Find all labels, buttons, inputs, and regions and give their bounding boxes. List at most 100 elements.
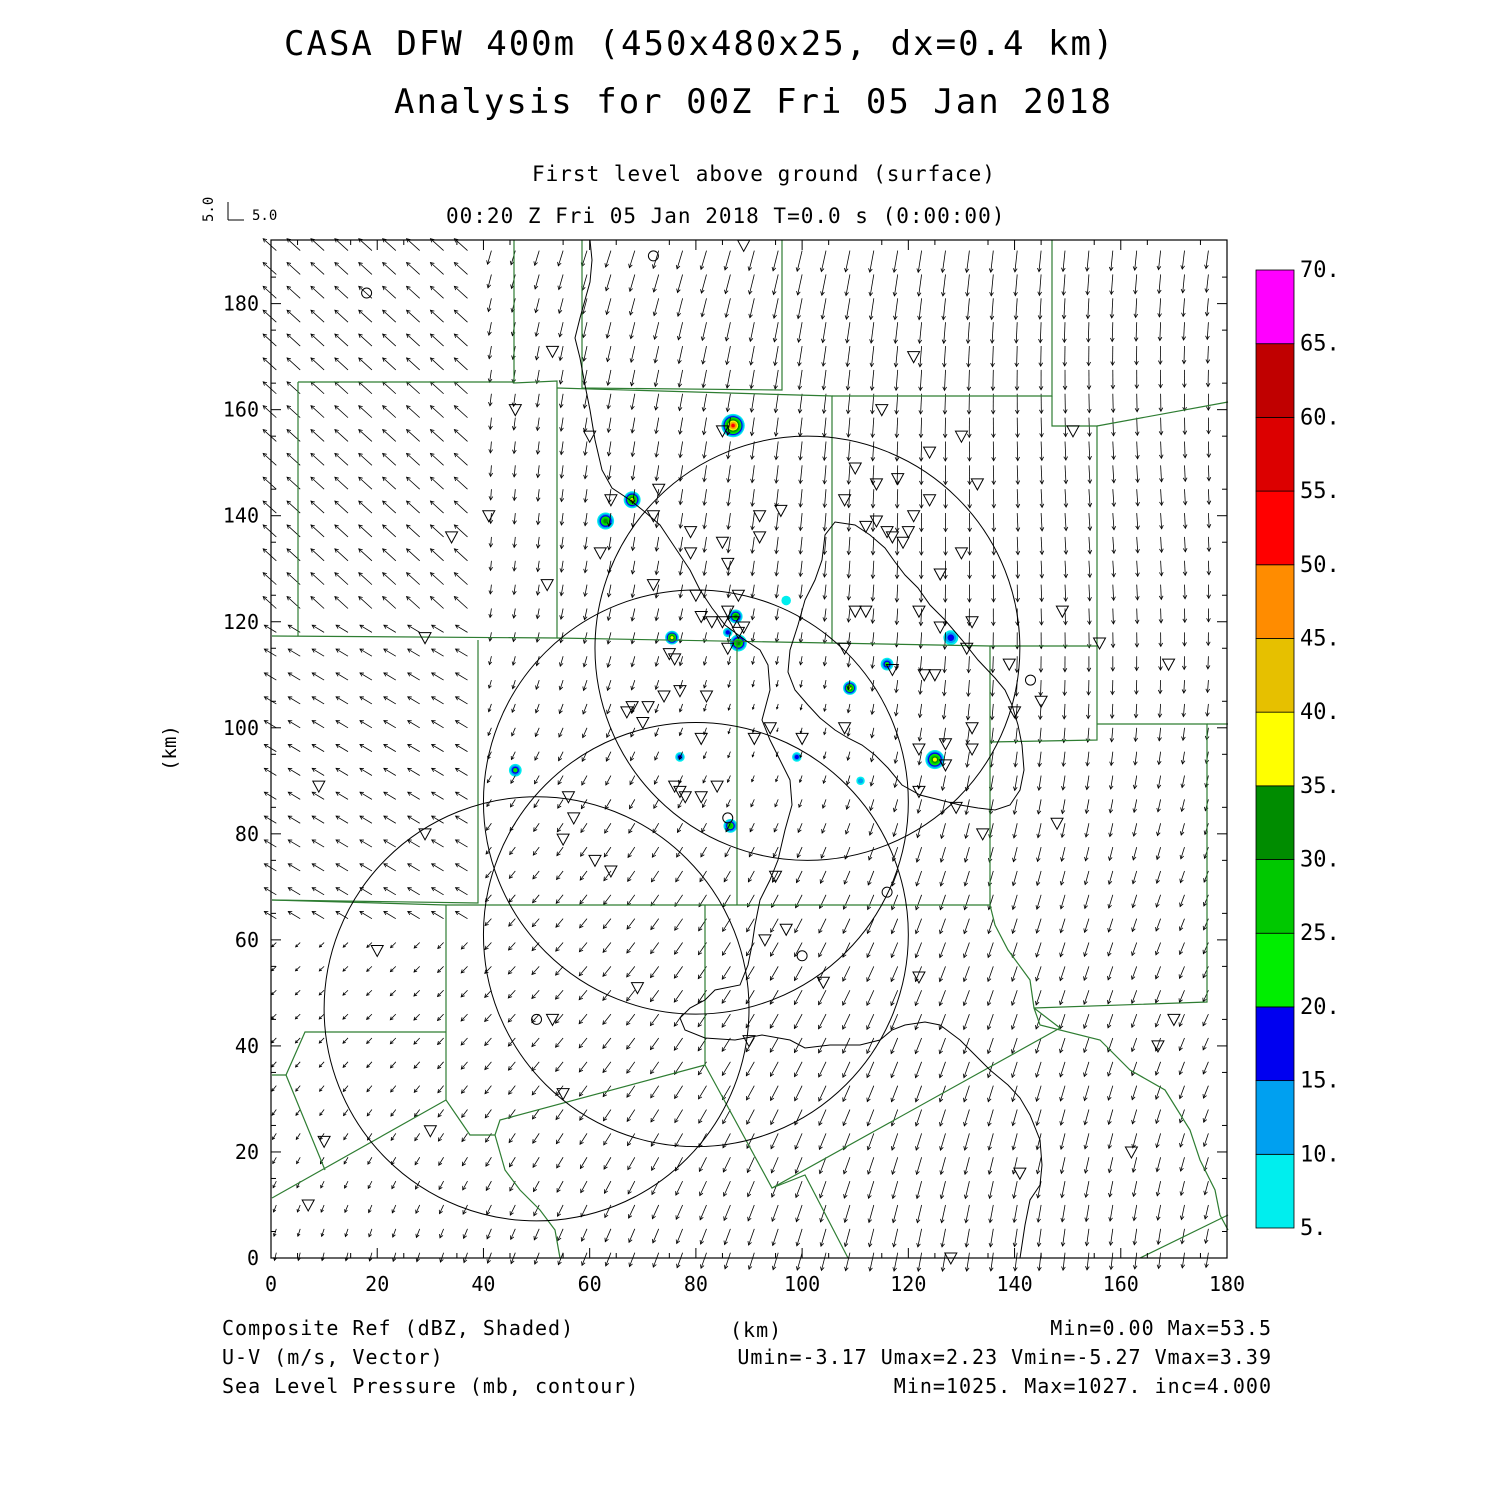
wind-vector xyxy=(725,393,731,413)
vector-shaft xyxy=(318,989,325,996)
vector-shaft xyxy=(797,846,803,858)
vector-head xyxy=(342,1088,347,1093)
vector-shaft xyxy=(1158,751,1162,765)
wind-vector xyxy=(891,1157,899,1176)
vector-head xyxy=(1111,479,1116,484)
vector-head xyxy=(286,548,292,553)
vector-head xyxy=(866,1025,871,1031)
vector-shaft xyxy=(629,274,636,292)
vector-head xyxy=(988,268,994,273)
wind-vector xyxy=(559,608,564,620)
wind-vector xyxy=(844,274,851,297)
vector-head xyxy=(868,315,874,321)
vector-head xyxy=(746,1192,752,1198)
vector-shaft xyxy=(700,1252,707,1269)
vector-head xyxy=(359,648,364,653)
vector-shaft xyxy=(604,799,612,810)
wind-vector xyxy=(943,489,948,509)
wind-vector xyxy=(310,285,325,299)
wind-vector xyxy=(1087,465,1093,485)
vector-shaft xyxy=(990,775,994,791)
vector-shaft xyxy=(485,1180,492,1191)
wind-vector xyxy=(581,727,588,739)
vector-head xyxy=(965,715,971,721)
wind-vector xyxy=(405,309,420,323)
wind-vector xyxy=(867,870,875,886)
vector-head xyxy=(318,1040,323,1044)
vector-shaft xyxy=(488,345,492,359)
vector-shaft xyxy=(358,333,373,347)
vector-shaft xyxy=(917,799,922,814)
vector-shaft xyxy=(579,870,588,881)
wind-vector xyxy=(532,846,540,856)
wind-vector xyxy=(413,1013,420,1021)
vector-head xyxy=(917,713,923,719)
wind-vector xyxy=(750,560,755,577)
vector-head xyxy=(359,744,364,749)
vector-head xyxy=(1015,456,1020,462)
vector-shaft xyxy=(383,863,397,872)
wind-vector xyxy=(1086,680,1091,696)
vector-shaft xyxy=(966,727,970,744)
vector-head xyxy=(484,1065,489,1071)
wind-vector xyxy=(987,942,994,959)
vector-head xyxy=(454,672,460,677)
vector-shaft xyxy=(455,648,468,657)
vector-head xyxy=(535,520,541,526)
wind-vector xyxy=(1011,1157,1018,1175)
vector-shaft xyxy=(650,1109,660,1123)
wind-vector xyxy=(484,1109,492,1119)
vector-head xyxy=(914,1025,919,1031)
wind-vector xyxy=(1059,1157,1066,1175)
vector-shaft xyxy=(844,1204,851,1223)
vector-head xyxy=(892,832,897,838)
wind-vector xyxy=(391,1228,397,1238)
vector-head xyxy=(439,1233,444,1239)
vector-shaft xyxy=(391,1157,397,1165)
vector-head xyxy=(484,993,489,999)
vector-shaft xyxy=(964,1157,970,1175)
wind-vector xyxy=(649,1037,660,1051)
vector-shaft xyxy=(489,417,492,430)
vector-head xyxy=(1130,999,1136,1005)
vector-head xyxy=(702,548,707,553)
vector-head xyxy=(453,595,459,601)
vector-shaft xyxy=(406,238,420,251)
wind-vector xyxy=(917,703,923,719)
vector-shaft xyxy=(1062,751,1066,767)
vector-shaft xyxy=(273,1228,277,1237)
vector-shaft xyxy=(700,846,707,858)
vector-shaft xyxy=(963,990,970,1006)
vector-shaft xyxy=(560,608,564,620)
wind-vector xyxy=(822,417,827,438)
wind-vector xyxy=(962,966,970,983)
vector-head xyxy=(602,1116,608,1122)
wind-vector xyxy=(485,822,492,831)
vector-head xyxy=(915,1194,921,1200)
wind-vector xyxy=(429,357,444,371)
vector-shaft xyxy=(918,274,923,297)
vector-head xyxy=(262,452,268,458)
vector-head xyxy=(746,1168,751,1174)
vector-head xyxy=(697,1046,702,1052)
wind-vector xyxy=(334,238,349,251)
vector-shaft xyxy=(1107,1061,1114,1077)
wind-vector xyxy=(358,261,373,275)
wind-vector xyxy=(1158,632,1164,648)
vector-head xyxy=(583,615,588,621)
vector-head xyxy=(429,595,435,601)
wind-vector xyxy=(508,894,516,903)
wind-vector xyxy=(602,942,612,954)
wind-vector xyxy=(748,274,755,295)
wind-vector xyxy=(556,1157,564,1169)
vector-head xyxy=(723,1192,728,1197)
wind-vector xyxy=(1134,417,1140,437)
vector-shaft xyxy=(823,393,827,414)
wind-vector xyxy=(890,1013,899,1031)
vector-shaft xyxy=(751,632,755,643)
wind-vector xyxy=(918,417,924,439)
vector-head xyxy=(334,309,339,315)
wind-vector xyxy=(1083,942,1090,958)
vector-head xyxy=(453,572,459,577)
wind-vector xyxy=(271,1085,277,1092)
